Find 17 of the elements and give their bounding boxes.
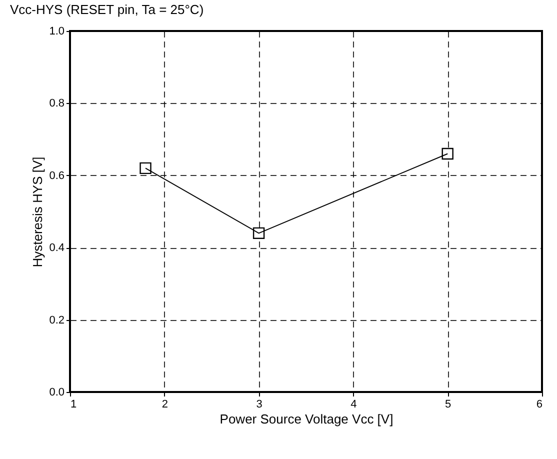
x-tick-label: 3 xyxy=(256,398,262,410)
y-tick-label: 1.0 xyxy=(49,26,64,38)
x-tick-label: 4 xyxy=(350,398,357,410)
x-tick-label: 1 xyxy=(70,398,77,410)
chart-title: Vcc-HYS (RESET pin, Ta = 25°C) xyxy=(10,2,204,17)
point xyxy=(442,148,454,160)
point xyxy=(140,162,152,174)
x-tick-label: 2 xyxy=(162,398,168,410)
y-tick-label: 0.4 xyxy=(49,242,64,254)
y-tick-label: 0.0 xyxy=(49,386,64,398)
y-tick-label: 0.6 xyxy=(49,170,64,182)
y-tick-label: 0.8 xyxy=(49,98,64,110)
x-tick-label: 6 xyxy=(536,398,542,410)
x-tick-label: 5 xyxy=(445,398,452,410)
x-axis-title: Power Source Voltage Vcc [V] xyxy=(220,412,394,426)
y-axis-title: Hysteresis HYS [V] xyxy=(30,156,46,268)
y-tick-label: 0.2 xyxy=(49,314,64,326)
